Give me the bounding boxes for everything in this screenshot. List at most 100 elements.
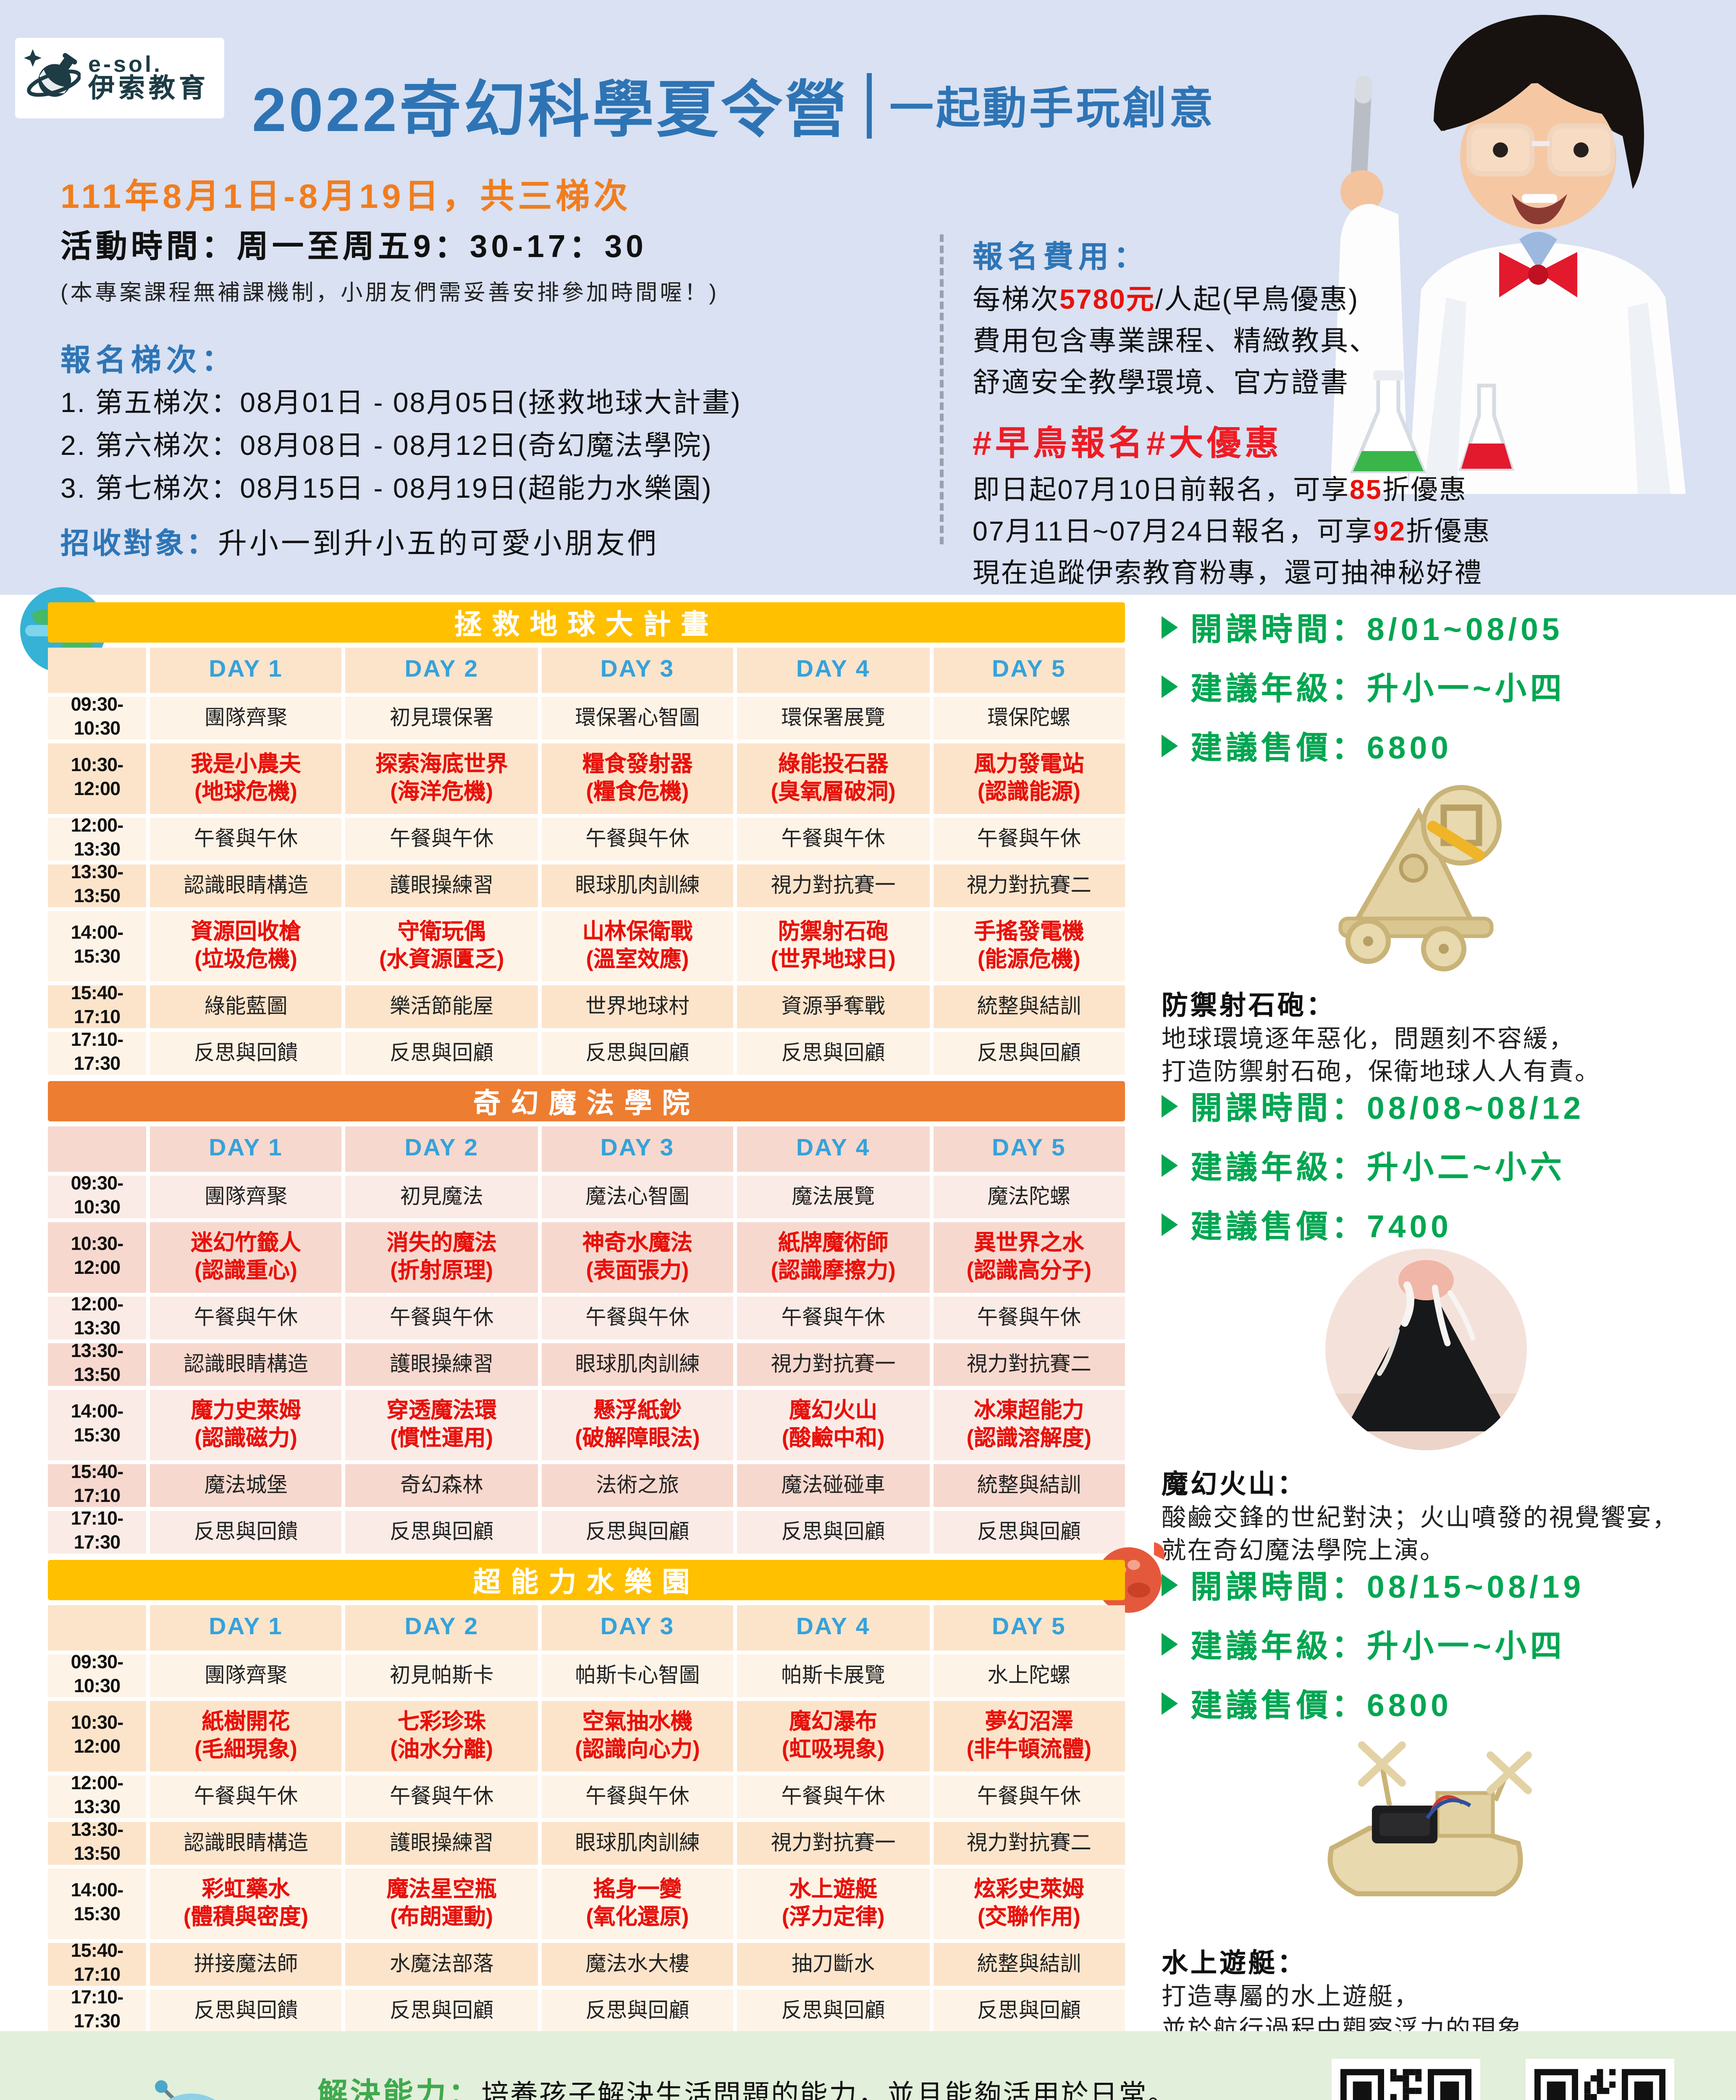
ability-sep: ： [448,2078,481,2100]
time-cell: 09:30-10:30 [48,695,146,740]
schedule-cell: 反思與回饋 [150,1990,342,2032]
schedule-cell: 紙樹開花 (毛細現象) [150,1701,342,1772]
schedule-cell: 認識眼睛構造 [150,864,342,907]
time-cell: 14:00-15:30 [48,911,146,982]
section-water-camp: 超能力水樂園 DAY 1 DAY 2 DAY 3 DAY 4 DAY 5 09:30-10… [48,1542,1713,2044]
product-title: 魔幻火山： [1162,1470,1306,1499]
time-cell: 10:30-12:00 [48,1701,146,1772]
qr-accupass: Accupass報名 [1330,2059,1482,2100]
day-header-4: DAY 4 [737,648,929,693]
schedule-cell: 魔幻火山 (酸鹼中和) [737,1390,929,1460]
open-time: 開課時間：08/15~08/19 [1191,1570,1585,1605]
triangle-bullet-icon [1162,1154,1178,1177]
schedule-cell: 神奇水魔法 (表面張力) [541,1222,734,1293]
fee-line-1: 每梯次5780元/人起(早鳥優惠) [973,277,1359,318]
schedule-cell: 視力對抗賽二 [933,1822,1125,1865]
schedule-cell: 彩虹藥水 (體積與密度) [150,1869,342,1939]
schedule-cell: 視力對抗賽一 [737,864,929,907]
time-cell: 12:00-13:30 [48,1773,146,1818]
day-header-2: DAY 2 [346,648,538,693]
main-title: 2022奇幻科學夏令營 [252,77,850,145]
schedule-cell: 綠能投石器 (臭氧層破洞) [737,743,929,814]
schedule-cell: 夢幻沼澤 (非牛頓流體) [933,1701,1125,1772]
day-header-1: DAY 1 [150,1605,342,1651]
earlybird-line-3: 現在追蹤伊索教育粉專，還可抽神秘好禮 [973,558,1483,588]
product-desc-line-1: 地球環境逐年惡化，問題刻不容緩， [1162,1026,1575,1053]
time-cell: 13:30-13:50 [48,862,146,907]
schedule-cell: 糧食發射器 (糧食危機) [541,743,734,814]
eb1-discount: 85 [1350,475,1382,505]
top-section: e-sol. 伊索教育 2022奇幻科學夏令營 一起動手玩創意 [0,0,1736,595]
note-line: (本專案課程無補課機制，小朋友們需妥善安排參加時間喔！) [60,280,719,305]
schedule-cell: 防禦射石砲 (世界地球日) [737,911,929,982]
schedule-cell: 初見環保署 [346,697,538,740]
schedule-cell: 世界地球村 [541,985,734,1028]
target-label: 招收對象： [60,527,218,559]
price: 建議售價：7400 [1191,1210,1452,1245]
corner-cell [48,648,146,693]
schedule-cell: 探索海底世界 (海洋危機) [346,743,538,814]
product-image-volcano [1300,1242,1552,1457]
schedule-cell: 水魔法部落 [346,1943,538,1986]
qr-code-facebook [1526,2059,1674,2100]
grade: 建議年級：升小一~小四 [1191,1629,1566,1664]
day-header-2: DAY 2 [346,1605,538,1651]
schedule-cell: 冰凍超能力 (認識溶解度) [933,1390,1125,1460]
time-cell: 12:00-13:30 [48,816,146,861]
schedule-cell: 午餐與午休 [933,818,1125,861]
schedule-cell: 環保署展覽 [737,697,929,740]
schedule-cell: 初見魔法 [346,1176,538,1218]
day-header-2: DAY 2 [346,1126,538,1172]
activity-time-value: 周一至周五9：30-17：30 [237,229,648,265]
grade: 建議年級：升小二~小六 [1191,1150,1566,1186]
ability-line-1: 解決能力：培養孩子解決生活問題的能力，並且能夠活用於日常。 [317,2069,1177,2100]
schedule-cell: 帕斯卡展覽 [737,1654,929,1697]
triangle-bullet-icon [1162,735,1178,757]
schedule-cell: 魔法展覽 [737,1176,929,1218]
price-bullet: 建議售價：7400 [1162,1202,1584,1247]
day-header-1: DAY 1 [150,1126,342,1172]
fees-label: 報名費用： [973,241,1149,275]
triangle-bullet-icon [1162,1213,1178,1236]
time-cell: 13:30-13:50 [48,1820,146,1865]
product-image-boat [1300,1721,1552,1935]
schedule-cell: 午餐與午休 [346,818,538,861]
schedule-cell: 統整與結訓 [933,1943,1125,1986]
schedule-cell: 魔法碰碰車 [737,1464,929,1507]
schedule-cell: 眼球肌肉訓練 [541,864,734,907]
astronaut-illustration [43,2074,282,2100]
schedule-cell: 空氣抽水機 (認識向心力) [541,1701,734,1772]
time-cell: 17:10-17:30 [48,1987,146,2032]
product-title: 防禦射石砲： [1162,992,1335,1021]
schedule-cell: 反思與回饋 [150,1032,342,1075]
schedule-table-earth: 拯救地球大計畫 DAY 1 DAY 2 DAY 3 DAY 4 DAY 5 09:30-1… [48,602,1125,1075]
grade-bullet: 建議年級：升小二~小六 [1162,1143,1584,1188]
session-item-1: 1. 第五梯次：08月01日 - 08月05日(拯救地球大計畫) [60,387,742,418]
info-panel-magic: 開課時間：08/08~08/12 建議年級：升小二~小六 建議售價：7400 [1162,1081,1713,1565]
price-bullet: 建議售價：6800 [1162,723,1566,769]
price: 建議售價：6800 [1191,1688,1452,1724]
eb1-pre: 即日起07月10日前報名，可享 [973,475,1350,505]
time-cell: 09:30-10:30 [48,1173,146,1218]
eb2-discount: 92 [1373,517,1406,547]
time-cell: 17:10-17:30 [48,1030,146,1075]
table-grid: DAY 1 DAY 2 DAY 3 DAY 4 DAY 5 09:30-10:30 團隊齊聚… [48,648,1125,1075]
schedule-cell: 午餐與午休 [933,1297,1125,1339]
schedule-cell: 迷幻竹籤人 (認識重心) [150,1222,342,1293]
table-title: 奇幻魔法學院 [48,1081,1125,1121]
schedule-cell: 搖身一變 (氧化還原) [541,1869,734,1939]
schedule-cell: 反思與回顧 [346,1032,538,1075]
schedule-cell: 懸浮紙鈔 (破解障眼法) [541,1390,734,1460]
table-title: 超能力水樂園 [48,1560,1125,1600]
schedule-cell: 紙牌魔術師 (認識摩擦力) [737,1222,929,1293]
target-value: 升小一到升小五的可愛小朋友們 [218,527,659,559]
time-cell: 17:10-17:30 [48,1509,146,1554]
activity-time-line: 活動時間：周一至周五9：30-17：30 [60,222,647,267]
schedule-cell: 午餐與午休 [541,818,734,861]
info-panel-earth: 開課時間：8/01~08/05 建議年級：升小一~小四 建議售價：6800 [1162,602,1713,1087]
day-header-3: DAY 3 [541,648,734,693]
time-cell: 14:00-15:30 [48,1869,146,1939]
ability-text: 培養孩子解決生活問題的能力，並且能夠活用於日常。 [481,2079,1177,2100]
dashed-divider [940,234,944,544]
